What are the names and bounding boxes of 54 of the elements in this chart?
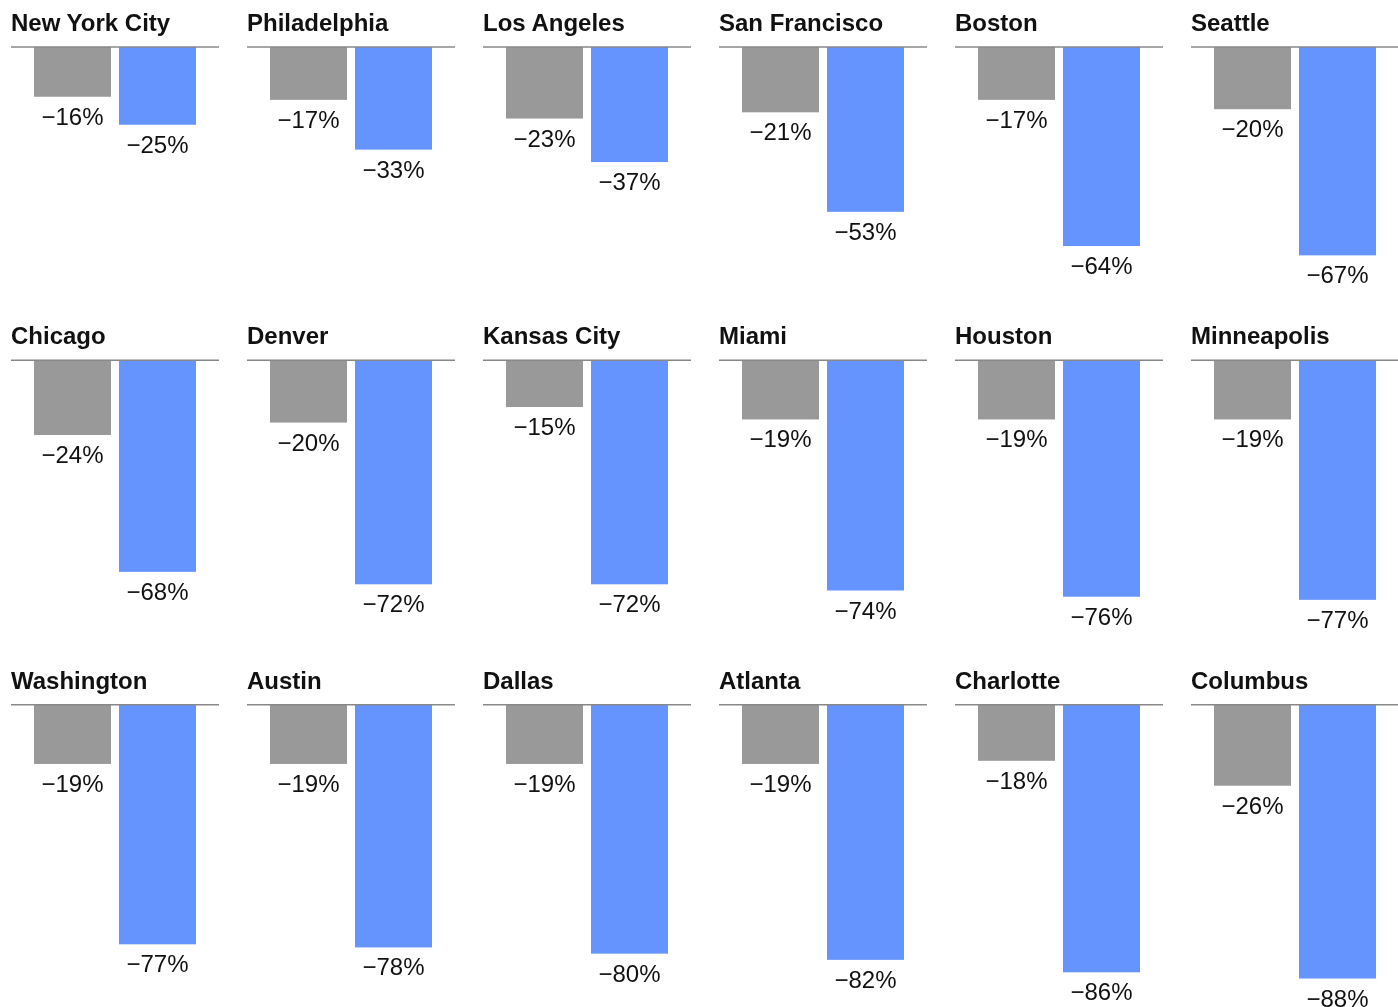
data-label: −80% (598, 959, 661, 987)
data-label: −64% (1070, 252, 1133, 280)
data-label: −24% (41, 441, 104, 469)
chart-title: San Francisco (719, 9, 884, 36)
data-label: −18% (985, 766, 1048, 794)
data-label: −17% (277, 105, 340, 133)
data-label: −19% (749, 425, 812, 453)
chart-title: Chicago (11, 322, 106, 350)
data-label: −67% (1306, 261, 1369, 289)
chart-title: Seattle (1191, 9, 1270, 36)
chart-title: Atlanta (719, 666, 801, 694)
data-label: −23% (513, 124, 576, 152)
chart-title: Columbus (1191, 666, 1309, 694)
chart-title: Kansas City (483, 322, 622, 350)
data-label: −25% (126, 130, 189, 158)
data-label: −20% (277, 428, 340, 456)
data-label: −77% (126, 950, 189, 978)
data-label: −72% (362, 590, 425, 618)
data-label: −78% (362, 953, 425, 981)
data-label: −72% (598, 590, 661, 618)
data-label: −19% (277, 769, 340, 797)
data-label: −77% (1306, 605, 1369, 633)
data-label: −17% (985, 105, 1048, 133)
chart-title: Philadelphia (247, 9, 390, 36)
data-label: −33% (362, 155, 425, 183)
data-label: −20% (1221, 115, 1284, 143)
data-label: −15% (513, 413, 576, 441)
data-label: −76% (1070, 602, 1133, 630)
chart-title: Charlotte (955, 666, 1061, 694)
data-label: −86% (1070, 978, 1133, 1006)
data-label: −19% (513, 769, 576, 797)
data-label: −19% (985, 425, 1048, 453)
chart-title: New York City (11, 9, 171, 36)
chart-title: Washington (11, 666, 148, 694)
data-label: −53% (834, 217, 897, 245)
chart-title: Austin (247, 666, 322, 694)
data-label: −74% (834, 596, 897, 624)
chart-title: Denver (247, 322, 329, 350)
data-label: −19% (41, 769, 104, 797)
data-label: −19% (749, 769, 812, 797)
chart-title: Dallas (483, 666, 554, 694)
data-label: −21% (749, 118, 812, 146)
data-label: −88% (1306, 984, 1369, 1007)
chart-title: Boston (955, 9, 1038, 36)
chart-title: Los Angeles (483, 9, 625, 36)
chart-title: Houston (955, 322, 1053, 350)
data-label: −68% (126, 577, 189, 605)
data-label: −26% (1221, 791, 1284, 819)
data-label: −19% (1221, 425, 1284, 453)
data-label: −16% (41, 102, 104, 130)
data-label: −82% (834, 965, 897, 993)
data-label: −37% (598, 168, 661, 196)
chart-title: Minneapolis (1191, 322, 1330, 350)
chart-title: Miami (719, 322, 788, 350)
